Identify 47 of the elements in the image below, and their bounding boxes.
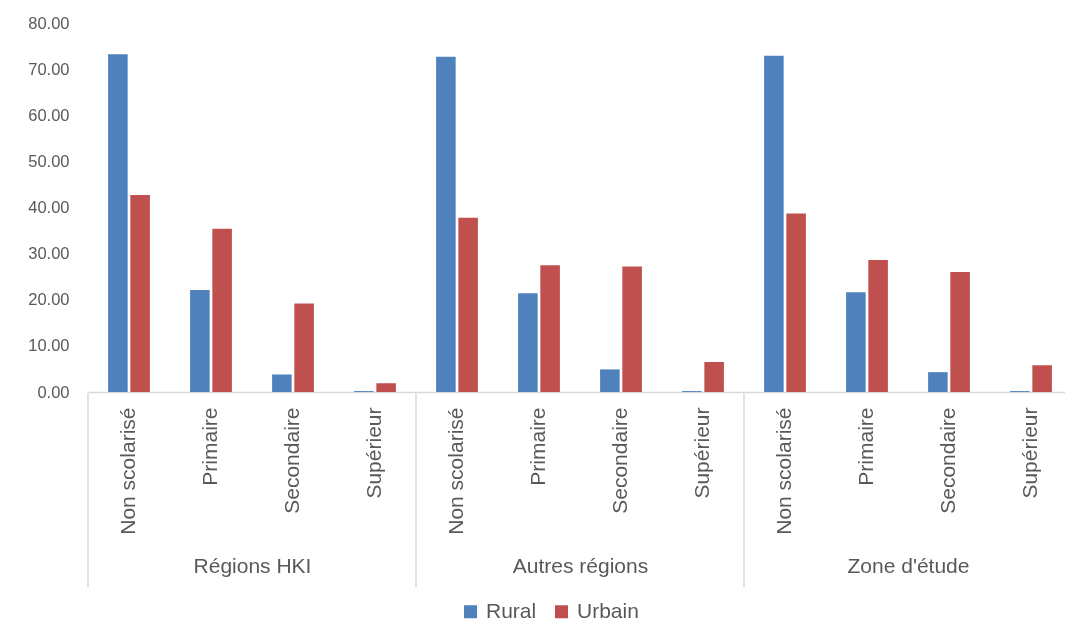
bar bbox=[212, 228, 232, 392]
bar bbox=[1032, 365, 1052, 392]
x-tick-label: Supérieur bbox=[1018, 407, 1041, 499]
bar bbox=[190, 290, 210, 392]
y-tick-label: 20.00 bbox=[28, 290, 70, 309]
bar bbox=[540, 265, 560, 392]
x-tick-label: Secondaire bbox=[608, 407, 631, 514]
bar bbox=[376, 383, 396, 392]
y-tick-label: 80.00 bbox=[28, 13, 70, 32]
legend-label: Urbain bbox=[577, 598, 639, 622]
bar bbox=[704, 362, 724, 392]
y-tick-label: 50.00 bbox=[28, 151, 70, 170]
bar bbox=[294, 303, 314, 392]
y-tick-label: 40.00 bbox=[28, 198, 70, 216]
y-tick-label: 10.00 bbox=[28, 336, 70, 355]
bar bbox=[928, 372, 948, 392]
bar bbox=[130, 195, 150, 392]
legend-label: Rural bbox=[486, 598, 537, 622]
y-tick-label: 0.00 bbox=[37, 382, 70, 401]
x-tick-label: Supérieur bbox=[362, 407, 385, 499]
bar bbox=[600, 369, 620, 392]
x-tick-label: Non scolarisé bbox=[116, 407, 139, 535]
x-tick-label: Secondaire bbox=[936, 407, 959, 514]
x-tick-label: Primaire bbox=[198, 407, 221, 486]
bar bbox=[458, 217, 478, 392]
bar bbox=[622, 266, 642, 392]
bar bbox=[272, 374, 292, 392]
x-axis-title: Régions HKI bbox=[193, 553, 312, 577]
x-tick-label: Supérieur bbox=[690, 407, 713, 499]
bar bbox=[868, 260, 888, 392]
x-tick-label: Primaire bbox=[854, 407, 877, 486]
bar bbox=[764, 55, 784, 392]
bar bbox=[436, 56, 456, 392]
x-axis-title: Zone d'étude bbox=[847, 553, 970, 577]
bar bbox=[950, 272, 970, 392]
bar bbox=[846, 292, 866, 392]
bar bbox=[108, 54, 128, 392]
x-tick-label: Non scolarisé bbox=[444, 407, 467, 535]
x-tick-label: Secondaire bbox=[280, 407, 303, 514]
bar bbox=[518, 293, 538, 392]
y-tick-label: 60.00 bbox=[28, 105, 70, 124]
x-tick-label: Primaire bbox=[526, 407, 549, 486]
x-tick-label: Non scolarisé bbox=[772, 407, 795, 535]
y-tick-label: 70.00 bbox=[28, 59, 70, 78]
y-tick-label: 30.00 bbox=[28, 244, 70, 263]
x-axis-title: Autres régions bbox=[512, 553, 649, 577]
bar bbox=[786, 213, 806, 392]
